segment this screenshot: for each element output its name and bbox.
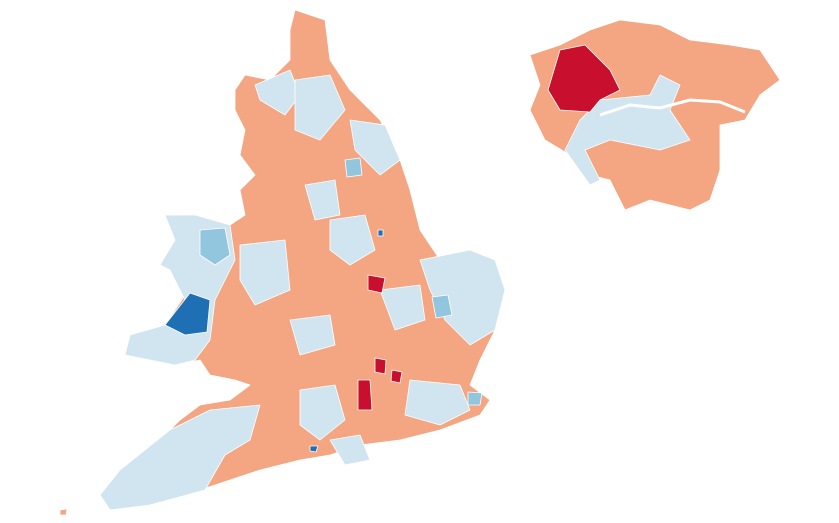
region [390, 369, 403, 384]
region [467, 391, 483, 406]
region [349, 119, 401, 176]
england-wales [59, 9, 506, 516]
region [294, 74, 346, 141]
region [289, 314, 336, 356]
region [239, 239, 291, 306]
region [99, 404, 261, 511]
region [344, 157, 363, 178]
region [404, 379, 471, 426]
region [59, 508, 68, 516]
region [547, 44, 621, 113]
region [357, 379, 373, 411]
region [199, 227, 231, 266]
region [374, 357, 387, 375]
region [309, 445, 319, 453]
region [329, 214, 376, 266]
region [254, 69, 301, 116]
region [564, 74, 691, 186]
region [367, 274, 386, 294]
region [304, 179, 341, 221]
region [299, 384, 346, 441]
region [379, 284, 426, 331]
london-inset [529, 19, 781, 211]
river [599, 98, 746, 117]
region [329, 434, 371, 466]
region [377, 229, 384, 237]
region [164, 292, 211, 336]
region [431, 294, 453, 319]
